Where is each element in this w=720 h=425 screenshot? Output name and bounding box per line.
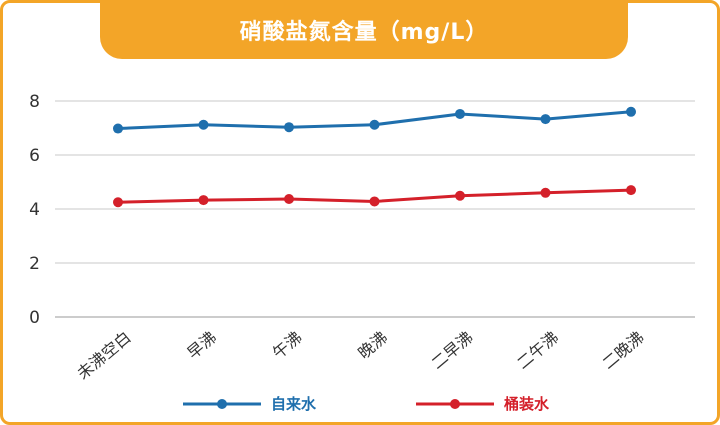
- legend-marker-0: [217, 399, 227, 409]
- data-point-0-0: [113, 123, 123, 134]
- y-tick-label-2: 2: [29, 254, 40, 274]
- data-point-0-1: [198, 119, 209, 130]
- data-point-1-1: [198, 195, 209, 206]
- legend-marker-1: [450, 399, 460, 409]
- data-point-0-3: [369, 119, 380, 130]
- x-tick-label-4: 二早沸: [428, 328, 477, 373]
- data-point-1-3: [369, 196, 380, 207]
- y-tick-label-6: 6: [29, 146, 40, 166]
- data-point-1-2: [284, 194, 294, 205]
- x-tick-label-2: 午沸: [269, 328, 306, 363]
- legend: 自来水 桶装水: [183, 395, 550, 413]
- x-tick-label-3: 晚沸: [354, 328, 391, 363]
- data-point-0-6: [626, 106, 636, 117]
- title-banner: 硝酸盐氮含量（mg/L）: [100, 3, 628, 59]
- y-tick-label-4: 4: [29, 200, 40, 220]
- data-point-0-5: [540, 114, 551, 125]
- data-point-1-6: [626, 185, 636, 196]
- grid-lines: [55, 100, 695, 318]
- data-point-1-4: [455, 190, 465, 201]
- x-tick-label-5: 二午沸: [513, 328, 562, 373]
- series-group: [113, 106, 636, 208]
- x-axis-ticks: 未沸空白 早沸 午沸 晚沸 二早沸 二午沸 二晚沸: [73, 328, 647, 384]
- legend-label-1: 桶装水: [504, 395, 550, 413]
- x-tick-label-6: 二晚沸: [599, 328, 648, 373]
- y-axis-ticks: 0 2 4 6 8: [29, 92, 40, 328]
- data-point-1-0: [113, 197, 123, 208]
- y-tick-label-8: 8: [29, 92, 40, 112]
- x-tick-label-1: 早沸: [183, 328, 220, 363]
- x-tick-label-0: 未沸空白: [73, 328, 134, 384]
- data-point-0-4: [455, 108, 465, 119]
- y-tick-label-0: 0: [29, 308, 40, 328]
- chart-title: 硝酸盐氮含量（mg/L）: [239, 19, 489, 45]
- data-point-0-2: [284, 122, 294, 133]
- data-point-1-5: [540, 187, 551, 198]
- legend-label-0: 自来水: [271, 395, 317, 413]
